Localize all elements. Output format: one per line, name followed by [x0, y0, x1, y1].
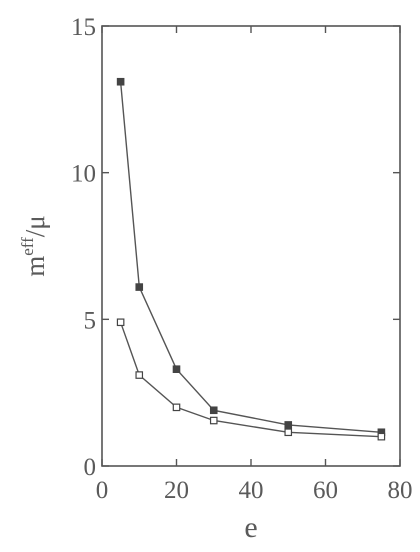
y-axis-label-sup: eff — [18, 237, 37, 256]
x-tick-label: 60 — [313, 477, 338, 504]
y-tick-label: 10 — [71, 161, 96, 188]
x-tick-label: 80 — [388, 477, 413, 504]
x-tick-label: 20 — [164, 477, 189, 504]
series-line-2 — [119, 322, 382, 438]
series-line-1 — [119, 81, 382, 433]
x-tick-label: 40 — [239, 477, 264, 504]
data-point — [172, 365, 181, 374]
data-point — [284, 421, 293, 429]
x-tick-label: 0 — [96, 477, 109, 504]
data-point — [116, 318, 125, 327]
y-tick-label: 5 — [84, 307, 97, 334]
y-tick-label: 15 — [71, 14, 96, 41]
data-point — [116, 77, 125, 86]
y-axis-label-rest: /μ — [20, 215, 50, 237]
data-point — [172, 403, 181, 412]
data-point — [209, 406, 218, 415]
axis-ticks — [101, 25, 401, 467]
plot-frame — [101, 25, 401, 467]
y-axis-label: meff/μ — [18, 215, 50, 277]
data-point — [135, 371, 144, 379]
x-axis-label: e — [244, 511, 257, 544]
y-axis-label-base: m — [20, 256, 50, 277]
data-point — [377, 432, 386, 441]
data-point — [209, 416, 218, 425]
y-tick-label: 0 — [84, 454, 97, 481]
series-group — [116, 77, 386, 441]
tick-labels: 0 20 40 60 80 0 5 10 15 — [71, 14, 413, 504]
data-point — [284, 428, 293, 437]
data-point — [135, 283, 144, 291]
